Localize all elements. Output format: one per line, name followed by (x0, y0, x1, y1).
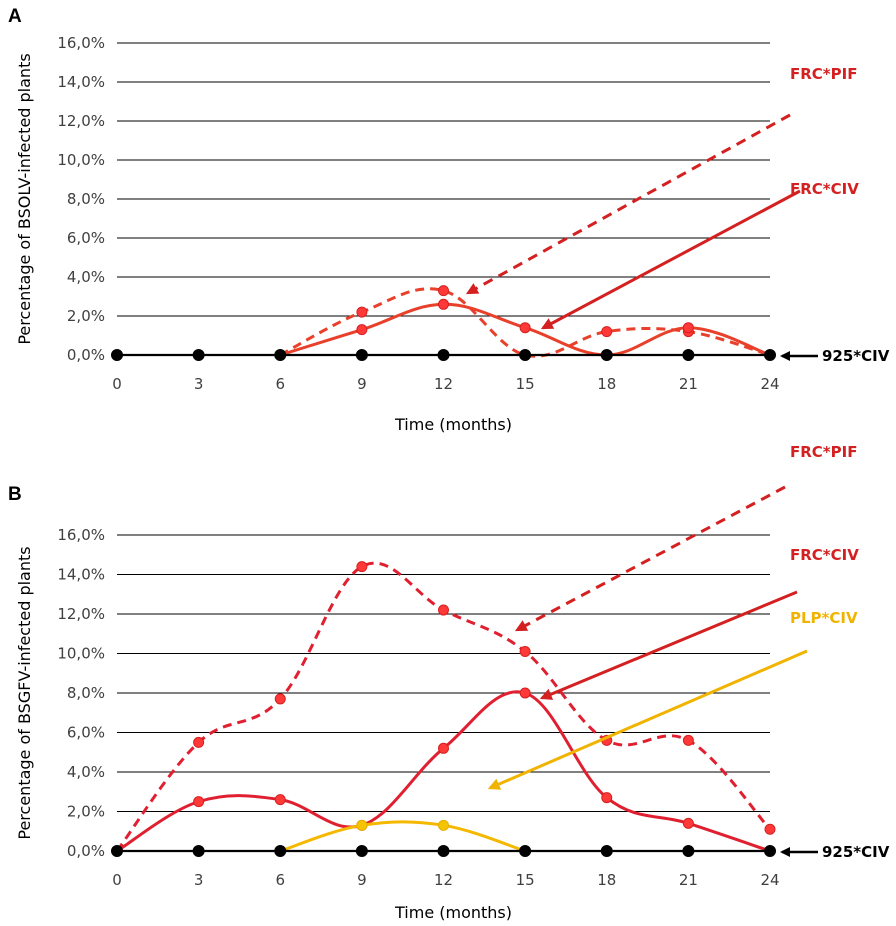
y-tick-label: 14,0% (57, 73, 105, 91)
data-point (519, 845, 532, 857)
y-tick-label: 2,0% (67, 307, 105, 325)
legend-label: FRC*CIV (790, 180, 859, 198)
data-point (764, 823, 776, 835)
y-tick-label: 12,0% (57, 605, 105, 623)
data-point (682, 349, 695, 361)
data-point (438, 298, 449, 310)
data-point (356, 324, 368, 336)
legend-label: FRC*PIF (790, 443, 857, 461)
x-tick-label: 0 (112, 871, 122, 889)
y-tick-label: 16,0% (57, 34, 105, 52)
x-tick-label: 15 (516, 871, 535, 889)
legend-label: 925*CIV (822, 843, 890, 861)
y-tick-label: 8,0% (67, 684, 105, 702)
data-point (192, 349, 205, 361)
data-point (274, 845, 287, 857)
y-tick-label: 4,0% (67, 268, 105, 286)
y-tick-label: 8,0% (67, 190, 105, 208)
x-tick-label: 21 (679, 375, 698, 393)
y-tick-label: 10,0% (57, 645, 105, 663)
y-axis-title: Percentage of BSOLV-infected plants (15, 53, 34, 344)
y-tick-label: 6,0% (67, 229, 105, 247)
data-point (601, 326, 613, 338)
legend-label: FRC*PIF (790, 65, 857, 83)
x-tick-label: 0 (112, 375, 122, 393)
data-point (438, 285, 449, 297)
legend-label: PLP*CIV (790, 609, 858, 627)
data-point (193, 736, 205, 748)
y-tick-label: 0,0% (67, 346, 105, 364)
data-point (438, 742, 449, 754)
legend-label: 925*CIV (822, 347, 890, 365)
data-point (682, 322, 694, 334)
data-point (437, 845, 450, 857)
y-tick-label: 14,0% (57, 566, 105, 584)
data-point (355, 349, 368, 361)
x-tick-label: 24 (760, 871, 779, 889)
x-tick-label: 9 (357, 375, 367, 393)
data-point (600, 845, 613, 857)
data-point (519, 349, 532, 361)
x-tick-label: 3 (194, 375, 204, 393)
x-tick-label: 18 (597, 375, 616, 393)
y-tick-label: 12,0% (57, 112, 105, 130)
data-point (355, 845, 368, 857)
legend-arrow (465, 113, 791, 295)
data-point (274, 349, 287, 361)
y-tick-label: 0,0% (67, 842, 105, 860)
data-point (437, 349, 450, 361)
legend-arrow (540, 189, 801, 330)
x-axis-title: Time (months) (394, 903, 512, 922)
panel-b: B 0,0% 2,0% 4,0% 6,0% 8,0% 10,0% 12,0% 14,0% 16,0… (8, 443, 890, 922)
legend-arrow (487, 649, 808, 790)
x-axis-title: Time (months) (394, 415, 512, 434)
data-point (111, 845, 123, 857)
x-tick-label: 3 (194, 871, 204, 889)
x-tick-label: 21 (679, 871, 698, 889)
data-point (274, 693, 286, 705)
data-point (764, 349, 776, 361)
panel-letter: A (8, 6, 22, 27)
y-axis-title: Percentage of BSGFV-infected plants (15, 546, 34, 839)
data-point (682, 845, 695, 857)
x-tick-label: 12 (434, 375, 453, 393)
data-point (682, 817, 694, 829)
x-tick-label: 24 (760, 375, 779, 393)
x-tick-label: 15 (516, 375, 535, 393)
x-tick-label: 6 (275, 871, 285, 889)
data-point (356, 306, 368, 318)
data-point (682, 734, 694, 746)
data-point (764, 845, 776, 857)
y-tick-label: 16,0% (57, 526, 105, 544)
data-point (600, 349, 613, 361)
legend-label: FRC*CIV (790, 546, 859, 564)
legend-arrow (539, 590, 798, 700)
y-tick-label: 4,0% (67, 763, 105, 781)
data-point (193, 796, 205, 808)
data-point (356, 819, 368, 831)
x-tick-label: 6 (275, 375, 285, 393)
data-point (111, 349, 123, 361)
x-tick-label: 9 (357, 871, 367, 889)
x-tick-label: 12 (434, 871, 453, 889)
y-tick-label: 10,0% (57, 151, 105, 169)
data-point (601, 792, 613, 804)
y-tick-label: 2,0% (67, 803, 105, 821)
data-point (274, 794, 286, 806)
x-tick-label: 18 (597, 871, 616, 889)
data-point (192, 845, 205, 857)
data-point (438, 604, 449, 616)
series-line (279, 820, 526, 853)
data-point (519, 687, 531, 699)
data-point (519, 646, 531, 658)
data-point (519, 322, 531, 334)
panel-letter: B (8, 484, 22, 505)
data-point (356, 561, 368, 573)
y-tick-label: 6,0% (67, 724, 105, 742)
data-point (438, 819, 449, 831)
legend-arrow (514, 485, 786, 632)
panel-a: A 0,0% 2,0% 4,0% 6,0% 8,0% 10,0% 12,0% 14,0% 16,0… (8, 6, 890, 434)
